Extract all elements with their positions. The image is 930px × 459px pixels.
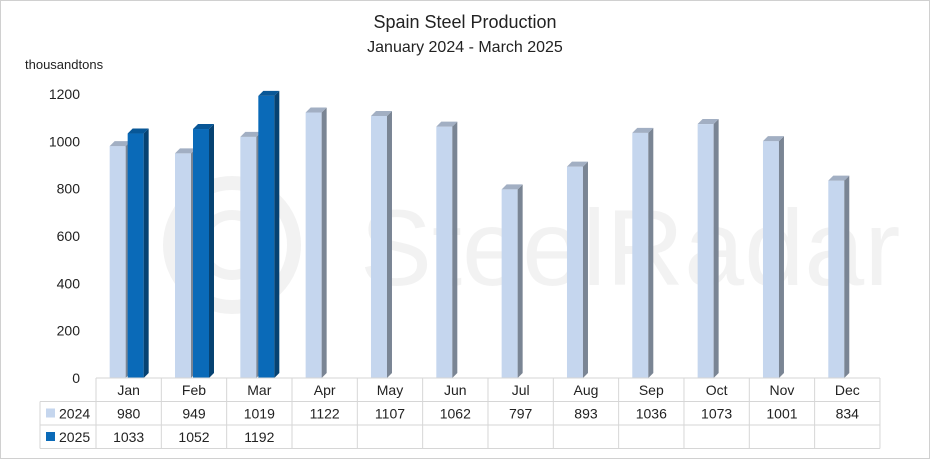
bar-side-2024-Oct xyxy=(713,119,719,378)
bar-top-2024-Apr xyxy=(305,107,327,113)
bar-side-2025-Feb xyxy=(208,124,214,378)
chart-subtitle: January 2024 - March 2025 xyxy=(367,39,563,56)
legend-label-2025: 2025 xyxy=(59,429,90,445)
bar-2025-Mar xyxy=(258,95,275,378)
bar-2024-Oct xyxy=(697,124,714,378)
bar-side-2024-Nov xyxy=(778,136,784,378)
data-label-2024-sep: 1036 xyxy=(636,406,667,422)
bar-top-2024-Jan xyxy=(109,141,131,147)
bar-top-2024-Feb xyxy=(174,148,196,154)
legend-label-2024: 2024 xyxy=(59,406,90,422)
x-tick-label-sep: Sep xyxy=(639,382,664,398)
bar-2024-Aug xyxy=(566,166,583,378)
bar-side-2025-Mar xyxy=(274,90,280,378)
bar-side-2024-Jun xyxy=(452,121,458,378)
y-tick-label: 800 xyxy=(57,181,81,197)
bar-side-2024-May xyxy=(386,111,392,378)
bar-top-2024-Jul xyxy=(501,184,523,190)
bar-side-2024-Aug xyxy=(582,161,588,378)
bar-2024-Sep xyxy=(632,132,649,378)
bar-2024-Nov xyxy=(762,141,779,378)
x-tick-label-jun: Jun xyxy=(444,382,467,398)
y-axis-unit-label: thousandtons xyxy=(25,57,104,72)
data-label-2024-oct: 1073 xyxy=(701,406,732,422)
data-label-2024-nov: 1001 xyxy=(766,406,797,422)
data-label-2024-feb: 949 xyxy=(182,406,206,422)
data-label-2024-aug: 893 xyxy=(574,406,598,422)
x-tick-label-oct: Oct xyxy=(706,382,728,398)
bar-2024-Jan xyxy=(109,146,126,378)
bar-2024-Jun xyxy=(436,126,453,378)
bar-top-2024-Jun xyxy=(436,121,458,127)
bar-2024-Feb xyxy=(174,153,191,378)
bar-side-2024-Sep xyxy=(648,127,654,379)
data-label-2024-apr: 1122 xyxy=(310,406,340,422)
bar-top-2024-Mar xyxy=(240,131,262,137)
x-tick-label-dec: Dec xyxy=(835,382,860,398)
bar-2024-Dec xyxy=(828,180,845,378)
bar-top-2024-May xyxy=(370,111,392,117)
y-tick-label: 200 xyxy=(57,323,81,339)
legend-swatch-2024 xyxy=(46,408,55,418)
bar-top-2024-Oct xyxy=(697,119,719,125)
y-tick-label: 1000 xyxy=(49,133,80,149)
legend-swatch-2025 xyxy=(46,432,55,441)
x-tick-label-aug: Aug xyxy=(574,382,599,398)
x-tick-label-nov: Nov xyxy=(770,382,795,398)
y-tick-label: 0 xyxy=(72,370,80,386)
x-tick-label-mar: Mar xyxy=(247,382,271,398)
x-tick-label-feb: Feb xyxy=(182,382,206,398)
bar-side-2024-Jul xyxy=(517,184,523,378)
bar-top-2024-Dec xyxy=(828,175,850,181)
bar-2024-Apr xyxy=(305,112,322,379)
bar-top-2024-Aug xyxy=(566,161,588,167)
data-label-2024-jun: 1062 xyxy=(440,406,471,422)
bar-top-2025-Mar xyxy=(258,90,280,96)
bar-side-2025-Jan xyxy=(143,128,149,378)
x-tick-label-apr: Apr xyxy=(314,382,336,398)
data-label-2024-dec: 834 xyxy=(836,406,860,422)
bar-top-2025-Jan xyxy=(127,128,149,134)
data-label-2024-may: 1107 xyxy=(375,406,405,422)
bar-top-2025-Feb xyxy=(192,124,214,130)
bar-2024-Mar xyxy=(240,136,257,378)
bar-side-2024-Apr xyxy=(321,107,327,379)
bar-top-2024-Sep xyxy=(632,127,654,133)
data-label-2025-mar: 1192 xyxy=(244,429,274,445)
bar-2025-Jan xyxy=(127,133,144,378)
x-tick-label-jan: Jan xyxy=(117,382,140,398)
y-tick-label: 400 xyxy=(57,275,81,291)
x-tick-label-jul: Jul xyxy=(512,382,530,398)
x-tick-label-may: May xyxy=(377,382,403,398)
data-label-2025-feb: 1052 xyxy=(178,429,209,445)
bar-2025-Feb xyxy=(192,129,209,378)
data-label-2024-jul: 797 xyxy=(509,406,533,422)
chart-title: Spain Steel Production xyxy=(373,12,557,32)
y-tick-label: 600 xyxy=(57,228,81,244)
y-tick-label: 1200 xyxy=(49,86,80,102)
data-label-2024-mar: 1019 xyxy=(244,406,275,422)
watermark-logo-ring xyxy=(163,176,301,314)
data-label-2025-jan: 1033 xyxy=(113,429,144,445)
bar-side-2024-Dec xyxy=(844,175,850,378)
bar-2024-Jul xyxy=(501,189,518,378)
data-label-2024-jan: 980 xyxy=(117,406,141,422)
bar-2024-May xyxy=(370,116,387,378)
bar-top-2024-Nov xyxy=(762,136,784,142)
